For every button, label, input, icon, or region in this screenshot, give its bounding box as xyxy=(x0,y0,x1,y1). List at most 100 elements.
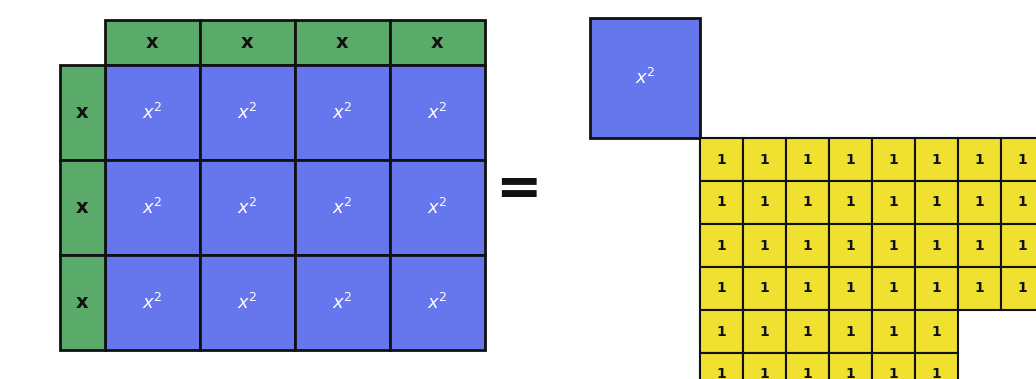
Bar xyxy=(743,138,786,181)
Bar xyxy=(390,20,485,65)
Bar xyxy=(743,353,786,379)
Bar xyxy=(295,160,390,255)
Text: =: = xyxy=(495,163,541,217)
Bar xyxy=(915,224,958,267)
Bar xyxy=(200,65,295,160)
Text: $x^2$: $x^2$ xyxy=(142,293,163,313)
Bar xyxy=(390,255,485,350)
Text: 1: 1 xyxy=(1017,282,1028,296)
Bar xyxy=(915,181,958,224)
Bar xyxy=(1001,267,1036,310)
Bar xyxy=(743,267,786,310)
Bar xyxy=(700,138,743,181)
Text: 1: 1 xyxy=(845,282,856,296)
Text: x: x xyxy=(431,33,443,52)
Bar xyxy=(786,267,829,310)
Text: x: x xyxy=(77,103,89,122)
Bar xyxy=(915,353,958,379)
Text: x: x xyxy=(337,33,349,52)
Text: $x^2$: $x^2$ xyxy=(333,293,353,313)
Text: 1: 1 xyxy=(717,324,726,338)
Text: $x^2$: $x^2$ xyxy=(427,293,448,313)
Text: $x^2$: $x^2$ xyxy=(427,102,448,122)
Bar xyxy=(390,65,485,160)
Bar xyxy=(105,65,200,160)
Text: 1: 1 xyxy=(975,238,984,252)
Text: $x^2$: $x^2$ xyxy=(237,293,258,313)
Text: 1: 1 xyxy=(889,324,898,338)
Bar xyxy=(829,267,872,310)
Text: 1: 1 xyxy=(889,152,898,166)
Text: 1: 1 xyxy=(931,368,942,379)
Bar xyxy=(829,181,872,224)
Bar xyxy=(700,353,743,379)
Bar xyxy=(589,18,700,138)
Bar xyxy=(200,255,295,350)
Bar xyxy=(1001,138,1036,181)
Bar xyxy=(872,353,915,379)
Bar xyxy=(829,310,872,353)
Bar xyxy=(786,224,829,267)
Text: 1: 1 xyxy=(759,196,770,210)
Bar xyxy=(786,181,829,224)
Text: x: x xyxy=(241,33,254,52)
Bar xyxy=(872,138,915,181)
Text: $x^2$: $x^2$ xyxy=(333,102,353,122)
Text: 1: 1 xyxy=(931,282,942,296)
Text: 1: 1 xyxy=(975,196,984,210)
Text: 1: 1 xyxy=(845,152,856,166)
Bar xyxy=(60,160,105,255)
Text: x: x xyxy=(146,33,159,52)
Bar xyxy=(200,160,295,255)
Bar xyxy=(915,267,958,310)
Text: $x^2$: $x^2$ xyxy=(142,197,163,218)
Text: 1: 1 xyxy=(845,324,856,338)
Text: $x^2$: $x^2$ xyxy=(237,197,258,218)
Bar xyxy=(958,181,1001,224)
Bar xyxy=(872,310,915,353)
Bar xyxy=(700,181,743,224)
Text: 1: 1 xyxy=(889,368,898,379)
Text: 1: 1 xyxy=(717,368,726,379)
Text: 1: 1 xyxy=(931,152,942,166)
Text: 1: 1 xyxy=(1017,196,1028,210)
Text: 1: 1 xyxy=(759,238,770,252)
Bar xyxy=(786,138,829,181)
Text: 1: 1 xyxy=(803,282,812,296)
Bar xyxy=(105,20,200,65)
Bar xyxy=(390,160,485,255)
Text: 1: 1 xyxy=(759,282,770,296)
Bar xyxy=(786,353,829,379)
Text: 1: 1 xyxy=(803,368,812,379)
Bar xyxy=(958,267,1001,310)
Bar xyxy=(872,224,915,267)
Text: 1: 1 xyxy=(803,324,812,338)
Text: 1: 1 xyxy=(717,196,726,210)
Text: $x^2$: $x^2$ xyxy=(427,197,448,218)
Text: $x^2$: $x^2$ xyxy=(635,68,656,88)
Text: 1: 1 xyxy=(759,152,770,166)
Bar xyxy=(829,353,872,379)
Bar xyxy=(295,65,390,160)
Bar xyxy=(872,181,915,224)
Bar xyxy=(1001,224,1036,267)
Text: 1: 1 xyxy=(975,282,984,296)
Text: x: x xyxy=(77,198,89,217)
Bar xyxy=(958,224,1001,267)
Bar xyxy=(200,20,295,65)
Bar xyxy=(915,138,958,181)
Bar xyxy=(105,160,200,255)
Text: 1: 1 xyxy=(803,238,812,252)
Text: 1: 1 xyxy=(717,152,726,166)
Bar xyxy=(60,255,105,350)
Bar xyxy=(700,267,743,310)
Text: 1: 1 xyxy=(1017,152,1028,166)
Bar xyxy=(786,310,829,353)
Bar xyxy=(105,255,200,350)
Text: $x^2$: $x^2$ xyxy=(237,102,258,122)
Bar xyxy=(700,310,743,353)
Text: 1: 1 xyxy=(889,196,898,210)
Text: 1: 1 xyxy=(975,152,984,166)
Text: $x^2$: $x^2$ xyxy=(333,197,353,218)
Text: $x^2$: $x^2$ xyxy=(142,102,163,122)
